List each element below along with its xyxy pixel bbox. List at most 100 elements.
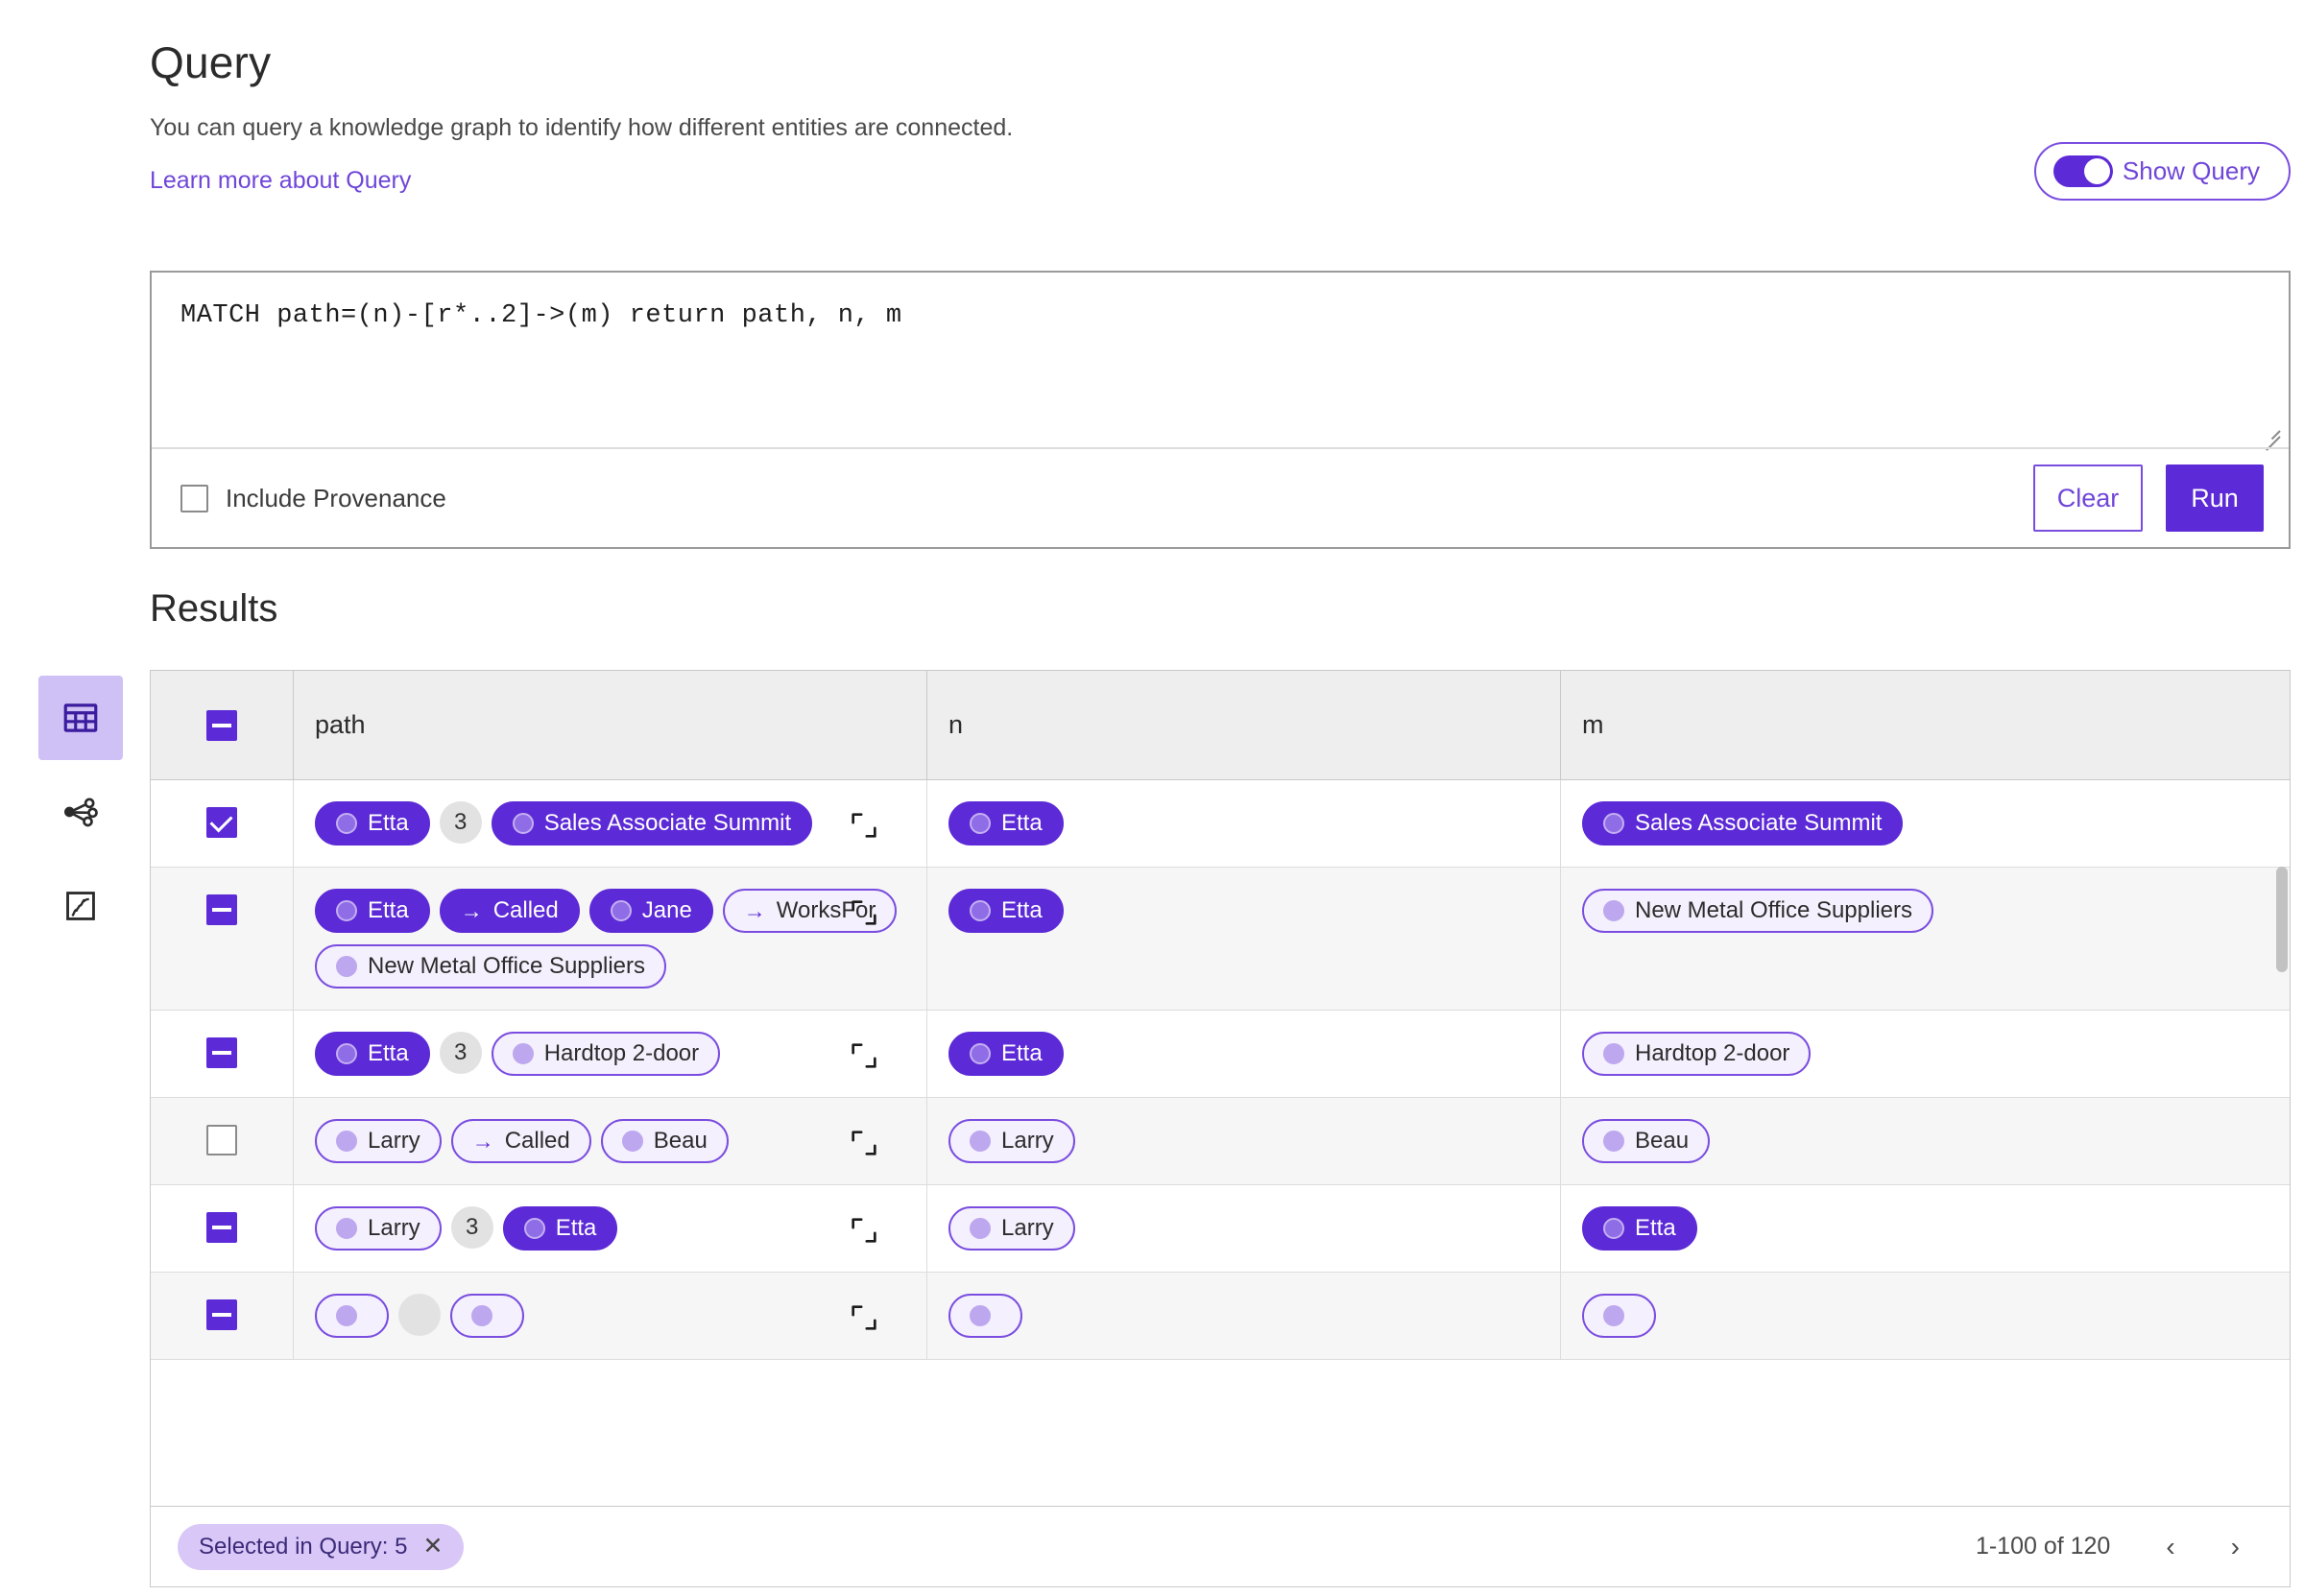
entity-chip[interactable]: Etta: [315, 801, 430, 846]
node-circle-icon: [970, 1131, 991, 1152]
chip-label: Beau: [653, 1128, 708, 1154]
sidebar-item-graph-view[interactable]: [38, 770, 123, 854]
entity-chip[interactable]: Sales Associate Summit: [1582, 801, 1904, 846]
entity-chip[interactable]: [948, 1294, 1022, 1338]
selected-in-query-badge[interactable]: Selected in Query: 5 ✕: [178, 1523, 465, 1570]
node-circle-icon: [621, 1131, 643, 1152]
chip-label: Larry: [1001, 1215, 1054, 1241]
query-input[interactable]: [152, 273, 2289, 447]
entity-chip[interactable]: Hardtop 2-door: [491, 1032, 721, 1076]
sidebar-item-map-view[interactable]: [38, 864, 123, 948]
node-circle-icon: [336, 956, 357, 977]
table-scrollbar[interactable]: [2276, 782, 2288, 1506]
row-select-cell[interactable]: [151, 868, 293, 1010]
table-row[interactable]: Larry 3 Etta Larry Etta: [151, 1185, 2290, 1273]
expand-icon[interactable]: [848, 1301, 880, 1334]
table-row[interactable]: Larry → Called Beau Larry Beau: [151, 1098, 2290, 1185]
entity-chip[interactable]: Larry: [315, 1119, 442, 1163]
entity-chip[interactable]: [450, 1294, 524, 1338]
entity-chip[interactable]: Etta: [948, 801, 1064, 846]
chip-label: Hardtop 2-door: [543, 1040, 700, 1066]
run-button[interactable]: Run: [2166, 465, 2264, 532]
node-circle-icon: [336, 813, 357, 834]
expand-icon[interactable]: [848, 1214, 880, 1247]
entity-chip[interactable]: Etta: [502, 1206, 618, 1251]
row-checkbox[interactable]: [206, 1037, 237, 1068]
table-scrollbar-thumb[interactable]: [2276, 867, 2288, 972]
entity-chip[interactable]: [315, 1294, 389, 1338]
row-checkbox[interactable]: [206, 1299, 237, 1330]
node-circle-icon: [970, 1043, 991, 1064]
entity-chip[interactable]: Larry: [948, 1206, 1075, 1251]
column-header-m[interactable]: m: [1560, 671, 2290, 779]
row-select-cell[interactable]: [151, 1273, 293, 1359]
cell-n: Etta: [926, 780, 1560, 867]
view-switcher-rail: [33, 676, 129, 958]
chip-label: Jane: [641, 897, 692, 923]
cell-n: Larry: [926, 1185, 1560, 1272]
entity-chip[interactable]: Larry: [315, 1206, 442, 1251]
next-page-icon[interactable]: ›: [2230, 1531, 2240, 1561]
column-header-n[interactable]: n: [926, 671, 1560, 779]
entity-chip[interactable]: Etta: [1582, 1206, 1697, 1251]
select-all-checkbox[interactable]: [206, 709, 237, 741]
entity-chip[interactable]: Etta: [948, 889, 1064, 933]
sidebar-item-table-view[interactable]: [38, 676, 123, 760]
entity-chip[interactable]: New Metal Office Suppliers: [1582, 889, 1934, 933]
table-row[interactable]: [151, 1273, 2290, 1360]
prev-page-icon[interactable]: ‹: [2166, 1531, 2175, 1561]
include-provenance-checkbox[interactable]: [180, 484, 208, 512]
row-checkbox[interactable]: [206, 1125, 237, 1155]
relationship-chip[interactable]: → Called: [439, 889, 580, 933]
path-count-pill: 3: [450, 1206, 493, 1249]
select-all-cell[interactable]: [151, 671, 293, 779]
row-select-cell[interactable]: [151, 780, 293, 867]
chip-label: Larry: [368, 1215, 420, 1241]
entity-chip[interactable]: Beau: [600, 1119, 729, 1163]
clear-button[interactable]: Clear: [2033, 465, 2143, 532]
row-select-cell[interactable]: [151, 1011, 293, 1097]
entity-chip[interactable]: Larry: [948, 1119, 1075, 1163]
entity-chip[interactable]: Sales Associate Summit: [491, 801, 813, 846]
node-circle-icon: [1603, 900, 1624, 921]
query-action-bar: Include Provenance Clear Run: [152, 447, 2289, 547]
entity-chip[interactable]: Etta: [948, 1032, 1064, 1076]
expand-icon[interactable]: [848, 896, 880, 929]
entity-chip[interactable]: Hardtop 2-door: [1582, 1032, 1812, 1076]
row-checkbox[interactable]: [206, 807, 237, 838]
table-row[interactable]: Etta 3 Hardtop 2-door Etta Hardtop 2-door: [151, 1011, 2290, 1098]
row-select-cell[interactable]: [151, 1098, 293, 1184]
learn-more-link[interactable]: Learn more about Query: [150, 166, 412, 194]
relationship-chip[interactable]: → Called: [450, 1119, 591, 1163]
row-select-cell[interactable]: [151, 1185, 293, 1272]
expand-icon[interactable]: [848, 1127, 880, 1159]
entity-chip[interactable]: [1582, 1294, 1656, 1338]
table-row[interactable]: Etta 3 Sales Associate Summit Etta Sales Ass…: [151, 780, 2290, 868]
chip-label: Called: [492, 897, 559, 923]
entity-chip[interactable]: New Metal Office Suppliers: [315, 944, 667, 989]
show-query-label: Show Query: [2122, 156, 2260, 185]
column-header-path[interactable]: path: [293, 671, 926, 779]
node-circle-icon: [970, 1305, 991, 1326]
row-checkbox[interactable]: [206, 1212, 237, 1243]
row-checkbox[interactable]: [206, 894, 237, 925]
entity-chip[interactable]: Jane: [588, 889, 713, 933]
expand-icon[interactable]: [848, 809, 880, 842]
close-icon[interactable]: ✕: [422, 1533, 444, 1560]
entity-chip[interactable]: Beau: [1582, 1119, 1711, 1163]
cell-m: New Metal Office Suppliers: [1560, 868, 2290, 1010]
entity-chip[interactable]: Etta: [315, 1032, 430, 1076]
chip-label: New Metal Office Suppliers: [1635, 897, 1913, 923]
cell-m: Beau: [1560, 1098, 2290, 1184]
toggle-switch[interactable]: [2052, 155, 2113, 187]
show-query-toggle[interactable]: Show Query: [2033, 142, 2291, 201]
cell-path: Etta 3 Hardtop 2-door: [293, 1011, 926, 1097]
include-provenance-toggle[interactable]: Include Provenance: [180, 484, 446, 513]
results-footer: Selected in Query: 5 ✕ 1-100 of 120 ‹ ›: [150, 1507, 2291, 1587]
cell-path: [293, 1273, 926, 1359]
entity-chip[interactable]: Etta: [315, 889, 430, 933]
node-circle-icon: [512, 1043, 534, 1064]
table-row[interactable]: Etta → Called Jane → WorksFor New Metal Office…: [151, 868, 2290, 1011]
chip-label: Etta: [1001, 1040, 1043, 1066]
expand-icon[interactable]: [848, 1039, 880, 1072]
